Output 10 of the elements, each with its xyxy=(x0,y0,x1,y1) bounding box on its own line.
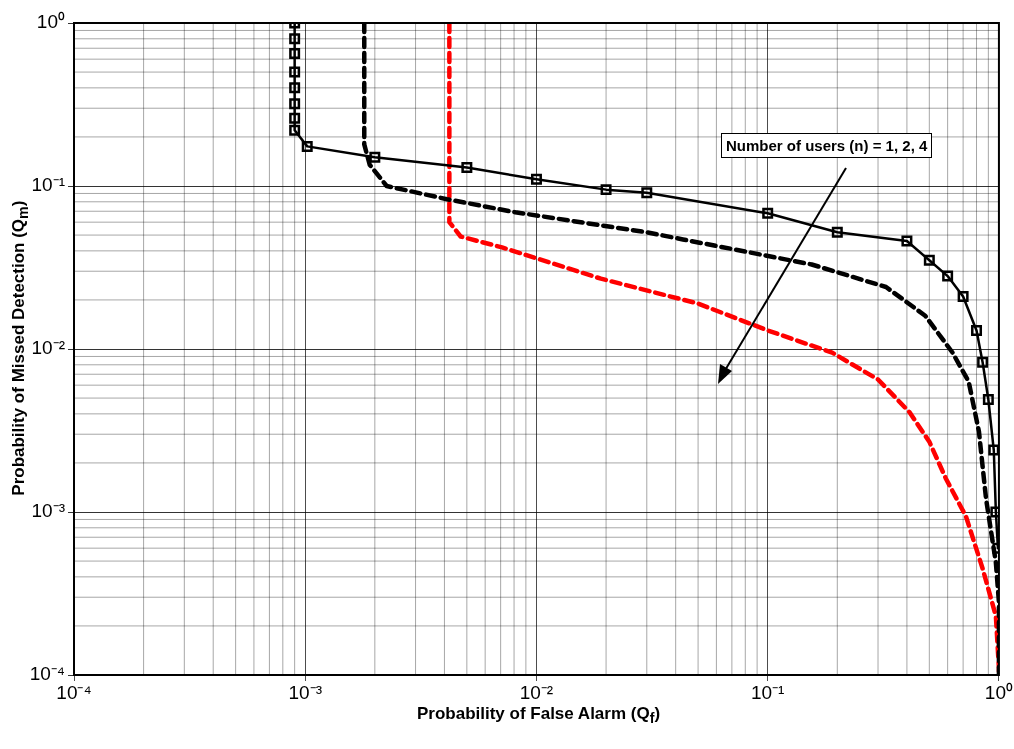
x-tick-label: 10⁻¹ xyxy=(750,681,785,703)
y-tick-label: 10⁻¹ xyxy=(31,174,65,196)
y-tick-label: 10⁰ xyxy=(36,11,65,33)
annotation: Number of users (n) = 1, 2, 4 xyxy=(721,133,933,158)
y-tick-label: 10⁻³ xyxy=(31,500,65,522)
x-axis-title: Probability of False Alarm (Q$_{f}$) xyxy=(415,704,662,727)
x-tick-label: 10⁰ xyxy=(984,681,1013,703)
y-tick-label: 10⁻² xyxy=(31,337,65,359)
x-tick-label: 10⁻² xyxy=(519,681,554,703)
x-tick-label: 10⁻³ xyxy=(288,681,322,703)
